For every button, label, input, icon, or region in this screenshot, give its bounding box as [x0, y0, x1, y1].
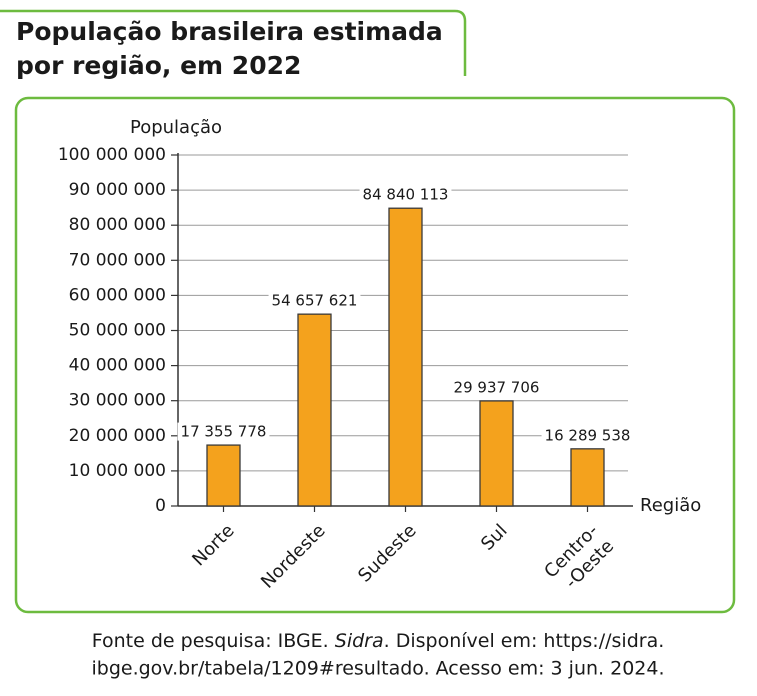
source-line: ibge.gov.br/tabela/1209#resultado. Acess…: [91, 658, 664, 680]
x-tick-label: Centro--Oeste: [540, 520, 618, 598]
y-tick-label: 100 000 000: [58, 145, 166, 165]
y-tick-label: 90 000 000: [69, 180, 166, 200]
chart-title: População brasileira estimada por região,…: [16, 17, 443, 80]
x-tick-label: Norte: [188, 520, 238, 570]
value-label: 16 289 538: [545, 426, 631, 444]
bar: [206, 444, 241, 507]
title-frame: [0, 9, 467, 76]
y-tick-label: 30 000 000: [69, 391, 166, 411]
y-tick-label: 20 000 000: [69, 426, 166, 446]
value-label-bg: [268, 291, 361, 310]
y-tick-label: 50 000 000: [69, 321, 166, 341]
value-label-bg: [450, 378, 543, 397]
bar: [297, 313, 332, 507]
y-tick-label: 70 000 000: [69, 250, 166, 270]
bar: [570, 448, 605, 507]
x-tick-label: Sul: [477, 520, 512, 555]
y-tick-label: 0: [155, 496, 166, 516]
y-tick-label: 60 000 000: [69, 285, 166, 305]
value-label: 84 840 113: [363, 186, 449, 204]
source-italic: Sidra: [335, 630, 384, 652]
x-tick-label: Nordeste: [257, 520, 330, 593]
value-label: 17 355 778: [181, 423, 267, 441]
source-text: Fonte de pesquisa: IBGE.: [92, 630, 335, 652]
source-text: . Disponível em: https://sidra.: [384, 630, 665, 652]
value-label: 54 657 621: [272, 292, 358, 310]
value-label: 29 937 706: [454, 378, 540, 396]
value-label-bg: [359, 185, 452, 204]
source-line: Fonte de pesquisa: IBGE. Sidra. Disponív…: [92, 630, 665, 652]
y-tick-label: 80 000 000: [69, 215, 166, 235]
bar: [388, 207, 423, 507]
value-label-bg: [541, 426, 634, 445]
value-label-bg: [177, 422, 270, 441]
x-tick-label: Sudeste: [354, 520, 420, 586]
panel-frame: [14, 96, 736, 614]
y-tick-label: 10 000 000: [69, 461, 166, 481]
bar: [479, 400, 514, 507]
y-tick-label: 40 000 000: [69, 356, 166, 376]
x-axis-label: Região: [640, 495, 701, 516]
y-axis-label: População: [130, 117, 222, 138]
